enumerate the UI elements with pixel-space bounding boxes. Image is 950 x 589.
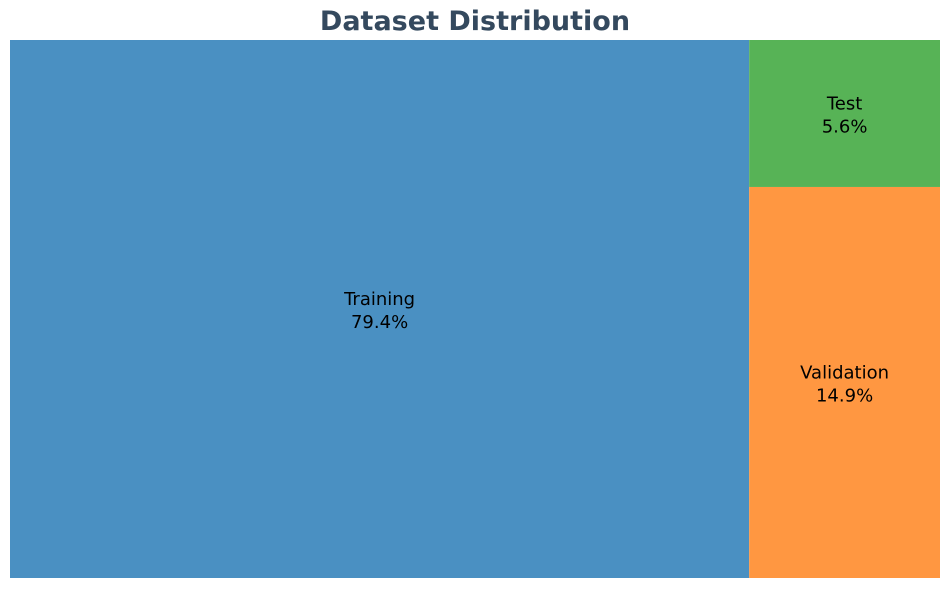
tile-validation [749, 186, 940, 578]
tile-percent-validation: 14.9% [816, 385, 873, 406]
treemap-tiles [10, 40, 940, 578]
tile-percent-training: 79.4% [351, 312, 408, 333]
tile-training [10, 40, 750, 578]
tile-label-validation: Validation [800, 362, 889, 383]
tile-label-test: Test [826, 93, 862, 114]
chart-title: Dataset Distribution [319, 6, 631, 37]
tile-percent-test: 5.6% [822, 116, 868, 137]
tile-label-training: Training [343, 289, 415, 310]
tile-test [749, 40, 940, 187]
